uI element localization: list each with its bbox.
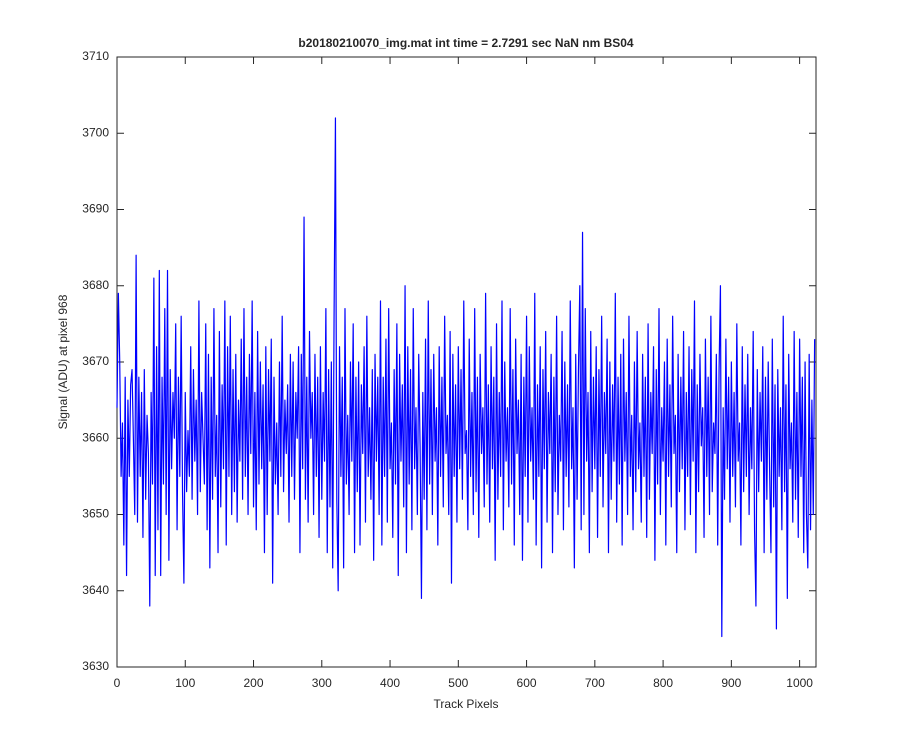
x-axis-label: Track Pixels (434, 697, 499, 711)
y-tick-label: 3630 (82, 659, 109, 673)
x-tick-label: 800 (653, 676, 673, 690)
x-tick-label: 0 (114, 676, 121, 690)
x-tick-label: 500 (448, 676, 468, 690)
y-tick-label: 3650 (82, 507, 109, 521)
signal-line (116, 117, 816, 638)
y-tick-label: 3670 (82, 354, 109, 368)
x-tick-label: 100 (175, 676, 195, 690)
y-tick-label: 3710 (82, 49, 109, 63)
x-tick-label: 700 (585, 676, 605, 690)
y-tick-label: 3690 (82, 202, 109, 216)
x-tick-label: 200 (244, 676, 264, 690)
y-tick-label: 3680 (82, 278, 109, 292)
x-tick-label: 900 (721, 676, 741, 690)
x-tick-label: 600 (517, 676, 537, 690)
y-axis-label: Signal (ADU) at pixel 968 (56, 294, 70, 429)
x-tick-label: 1000 (786, 676, 813, 690)
x-tick-label: 300 (312, 676, 332, 690)
x-tick-label: 400 (380, 676, 400, 690)
chart-title: b20180210070_img.mat int time = 2.7291 s… (298, 36, 634, 50)
y-tick-label: 3660 (82, 430, 109, 444)
y-tick-label: 3640 (82, 583, 109, 597)
y-tick-label: 3700 (82, 125, 109, 139)
